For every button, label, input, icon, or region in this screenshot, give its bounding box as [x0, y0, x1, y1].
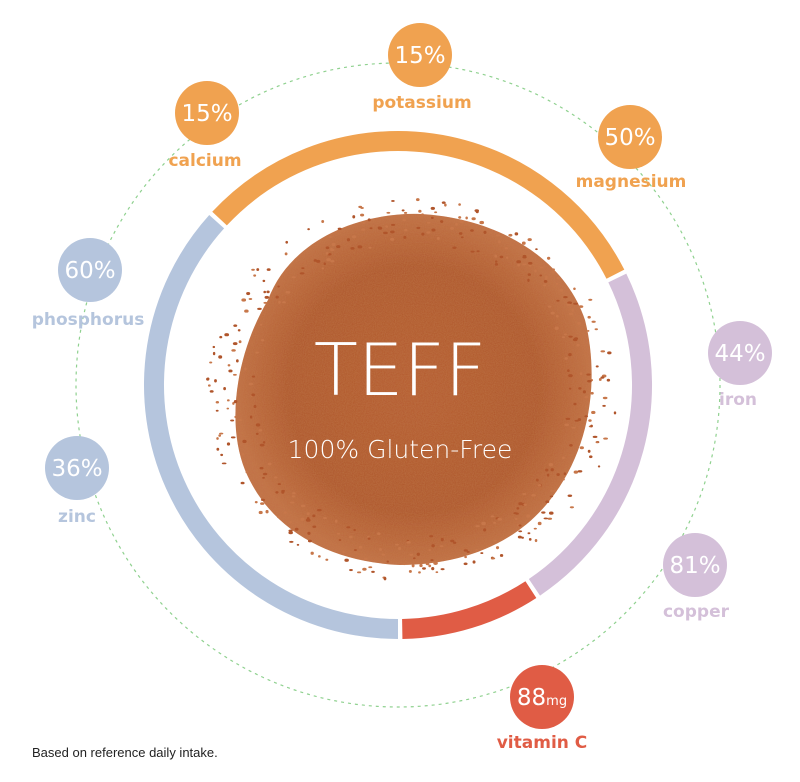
center-subtitle: 100% Gluten-Free [288, 435, 513, 464]
nutrient-calcium: 15% calcium [168, 81, 242, 171]
footnote: Based on reference daily intake. [32, 745, 218, 760]
nutrient-value: 36% [51, 456, 102, 482]
nutrient-magnesium: 50% magnesium [576, 105, 687, 192]
ring-segment-red [401, 581, 537, 639]
nutrient-unit: mg [546, 694, 567, 709]
nutrient-label: copper [663, 602, 730, 622]
nutrient-bubble [388, 23, 452, 87]
nutrient-bubble [45, 436, 109, 500]
nutrient-label: iron [719, 390, 757, 410]
nutrient-value: 15% [394, 43, 445, 69]
nutrient-label: vitamin C [497, 733, 588, 753]
nutrient-value: 44% [714, 341, 765, 367]
nutrient-zinc: 36% zinc [45, 436, 109, 527]
nutrient-bubble [510, 665, 574, 729]
nutrient-vitamin-c: 88mg vitamin C [497, 665, 588, 753]
nutrient-copper: 81% copper [663, 533, 730, 622]
nutrient-potassium: 15% potassium [372, 23, 472, 113]
nutrient-bubble [663, 533, 727, 597]
ring-segment-blue [144, 215, 399, 639]
nutrient-value: 88mg [517, 685, 567, 711]
nutrient-iron: 44% iron [708, 321, 772, 410]
nutrient-value: 60% [64, 258, 115, 284]
nutrient-value: 81% [669, 553, 720, 579]
nutrient-label: phosphorus [32, 310, 145, 330]
nutrient-label: zinc [58, 507, 96, 527]
nutrient-label: calcium [168, 151, 241, 171]
nutrient-bubble [175, 81, 239, 145]
nutrient-bubble [708, 321, 772, 385]
ring-segment-orange [212, 131, 625, 279]
dashed-orbit [75, 62, 721, 708]
nutrient-label: potassium [372, 93, 471, 113]
teff-grain-pile [206, 198, 617, 581]
nutrient-label: magnesium [576, 172, 687, 192]
nutrient-bubble [58, 238, 122, 302]
nutrient-ring [144, 131, 652, 639]
nutrient-value-number: 88 [517, 685, 546, 711]
nutrient-value: 15% [181, 101, 232, 127]
nutrient-phosphorus: 60% phosphorus [32, 238, 145, 330]
center-title: TEFF [314, 328, 486, 412]
nutrient-bubble [598, 105, 662, 169]
nutrient-value: 50% [604, 125, 655, 151]
ring-segment-lilac [528, 273, 652, 596]
